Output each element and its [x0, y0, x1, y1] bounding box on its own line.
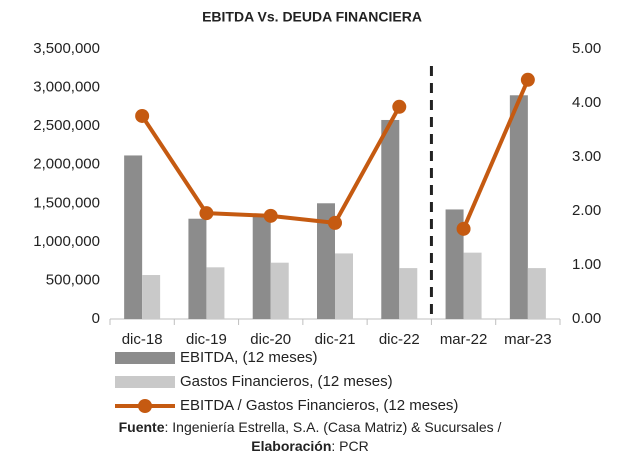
y2-tick-label: 4.00: [572, 94, 601, 111]
legend-swatch: [115, 352, 175, 364]
source-line-2: Elaboración: PCR: [251, 438, 368, 454]
y2-tick-label: 5.00: [572, 40, 601, 57]
line: [140, 105, 402, 225]
legend-label: Gastos Financieros, (12 meses): [180, 373, 393, 390]
bar: [206, 267, 225, 319]
bar: [142, 275, 161, 319]
line-marker: [328, 215, 342, 230]
bar: [527, 268, 546, 319]
y-tick-label: 0: [92, 310, 100, 327]
line-marker: [456, 221, 471, 236]
line-marker: [392, 99, 407, 114]
y2-tick-label: 3.00: [572, 148, 601, 165]
y-tick-label: 3,500,000: [33, 40, 100, 57]
bar: [317, 203, 335, 319]
y-tick-label: 2,000,000: [33, 156, 100, 173]
line-marker: [520, 72, 535, 87]
bar: [509, 95, 528, 320]
y-tick-label: 2,500,000: [33, 117, 100, 134]
y2-tick-label: 0.00: [572, 310, 601, 327]
legend-swatch: [115, 376, 175, 388]
y-tick-label: 1,500,000: [33, 194, 100, 211]
source-text: : Ingeniería Estrella, S.A. (Casa Matriz…: [164, 419, 501, 435]
y-tick-label: 1,000,000: [33, 233, 100, 250]
bar: [252, 216, 271, 319]
chart-title: EBITDA Vs. DEUDA FINANCIERA: [202, 9, 422, 25]
bar: [124, 155, 143, 319]
source-text: : PCR: [331, 438, 368, 454]
x-tick-label: mar-22: [440, 331, 488, 348]
bar: [188, 218, 207, 319]
line: [461, 78, 530, 230]
legend-swatch: [138, 399, 152, 413]
bar: [335, 253, 353, 319]
bar: [381, 119, 400, 319]
y-tick-label: 3,000,000: [33, 79, 100, 96]
legend-label: EBITDA, (12 meses): [180, 349, 318, 366]
line-marker: [135, 108, 150, 123]
x-tick-label: dic-22: [379, 331, 420, 348]
y2-tick-label: 1.00: [572, 256, 601, 273]
source-label: Fuente: [119, 419, 165, 435]
x-tick-label: dic-20: [250, 331, 291, 348]
bar: [399, 268, 418, 319]
source-label: Elaboración: [251, 438, 331, 454]
line-marker: [263, 208, 278, 223]
x-tick-label: mar-23: [504, 331, 552, 348]
source-line-1: Fuente: Ingeniería Estrella, S.A. (Casa …: [119, 419, 502, 435]
legend-label: EBITDA / Gastos Financieros, (12 meses): [180, 397, 458, 414]
y-tick-label: 500,000: [46, 271, 100, 288]
y2-tick-label: 2.00: [572, 202, 601, 219]
line-marker: [199, 206, 214, 221]
x-tick-label: dic-21: [315, 331, 356, 348]
bar: [445, 209, 464, 319]
bar: [463, 252, 482, 319]
bar: [270, 262, 289, 319]
x-tick-label: dic-19: [186, 331, 227, 348]
x-tick-label: dic-18: [122, 331, 163, 348]
